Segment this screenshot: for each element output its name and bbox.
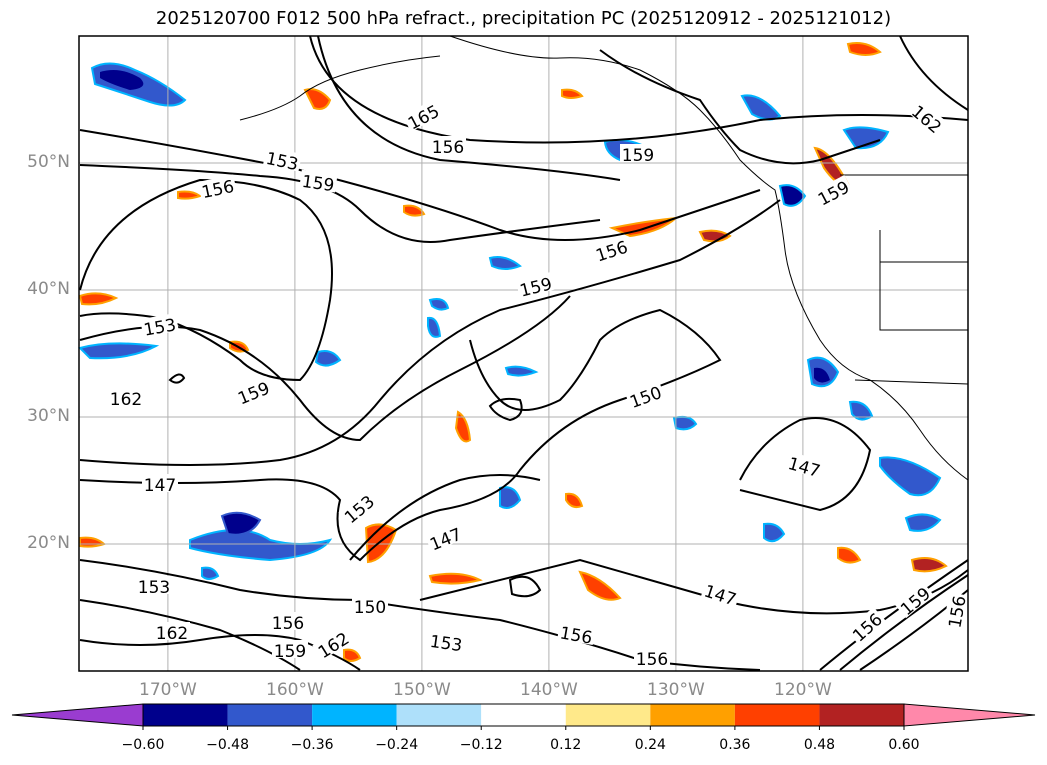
contour-label-background [943,592,968,631]
contour-label-background [908,99,948,137]
colorbar-segment [565,704,651,726]
contour-label-background [108,388,144,406]
contour-label: 156 [593,237,630,266]
contour-label-background [312,626,353,661]
contour-label-background [272,640,308,658]
contour-label-background [263,146,303,172]
contour-label-background [338,489,378,527]
colorbar-tick-label: −0.12 [459,737,503,753]
contour-label: 147 [786,454,823,482]
contour-label-background [701,579,741,608]
contour-label-background [142,474,178,492]
graticule-lines [79,36,968,671]
colorbar-segment [734,704,820,726]
colorbar-tick-label: −0.48 [206,737,249,753]
contour-label: 147 [701,581,738,610]
contour-label-background [624,380,665,410]
contour-label-background [427,629,466,653]
contour-label: 150 [627,383,664,413]
contour-label-background [424,522,465,553]
contour-label-background [812,174,853,208]
contour-label: 150 [354,598,386,618]
colorbar-tick-label: −0.60 [121,737,165,753]
colorbar-segment [819,704,904,726]
longitude-label: 130°W [647,680,705,700]
contour-label: 147 [144,476,176,496]
contour-label-background [591,235,631,264]
coastlines [239,35,969,481]
contour-label: 153 [341,492,379,528]
contour-label-background [299,169,338,193]
latitude-label: 30°N [27,406,70,426]
colorbar-segment [396,704,482,726]
precipitation-shading [78,42,948,662]
colorbar-tick-label: −0.24 [375,737,419,753]
contour-label-background [515,272,555,299]
colorbar-segment [312,704,397,726]
contour-label: 159 [622,146,654,166]
contour-label: 159 [235,379,273,410]
longitude-label: 170°W [139,680,197,700]
contour-label-background [894,581,934,619]
colorbar-frame [142,703,905,727]
contour-label: 153 [429,632,464,656]
colorbar-extend-low [11,703,144,727]
contour-label: 153 [142,315,177,340]
contour-label: 156 [558,623,593,648]
colorbar-segment [143,704,228,726]
colorbar-segment [481,704,566,726]
colorbar-tick-label: 0.12 [550,737,582,753]
contour-label-background [402,98,443,132]
contour-label-background [846,607,886,645]
contour-label-background [557,621,596,646]
refractivity-contours [79,35,969,671]
colorbar-extend-high [903,703,1036,727]
contour-label-background [270,612,306,630]
map-title: 2025120700 F012 500 hPa refract., precip… [155,8,892,29]
longitude-label: 140°W [520,680,578,700]
latitude-label: 50°N [27,152,70,172]
contour-label: 156 [272,614,304,634]
contour-label-background [154,622,190,640]
contour-label-background [785,451,825,479]
colorbar-tick-label: −0.36 [290,737,334,753]
longitude-label: 120°W [774,680,832,700]
contour-label-background [140,313,179,338]
colorbar-tick-label: 0.60 [888,737,920,753]
map-frame [78,35,969,672]
contour-label: 162 [110,390,142,410]
latitude-label: 20°N [27,533,70,553]
contour-label-background [430,136,466,154]
contour-label: 156 [636,650,668,670]
contour-label: 153 [138,578,170,598]
contour-label: 147 [427,525,465,556]
contour-label-background [197,174,237,200]
contour-label-background [352,596,388,614]
longitude-label: 160°W [266,680,324,700]
contour-label: 159 [897,584,935,620]
contour-label: 162 [156,624,188,644]
contour-label-background [232,376,273,407]
contour-label: 156 [945,594,970,629]
colorbar-tick-label: 0.36 [719,737,751,753]
longitude-label: 150°W [393,680,451,700]
colorbar-segment [650,704,735,726]
contour-label-background [620,144,656,162]
contour-label: 162 [907,102,945,138]
colorbar-tick-label: 0.24 [634,737,666,753]
colorbar-segment [227,704,313,726]
contour-label: 159 [301,172,336,196]
contour-label-background [136,576,172,594]
latitude-label: 40°N [27,279,70,299]
colorbar [11,703,1036,730]
contour-label: 159 [274,642,306,662]
colorbar-tick-label: 0.48 [803,737,836,753]
contour-label-background [634,648,670,666]
contour-label: 156 [432,138,464,158]
